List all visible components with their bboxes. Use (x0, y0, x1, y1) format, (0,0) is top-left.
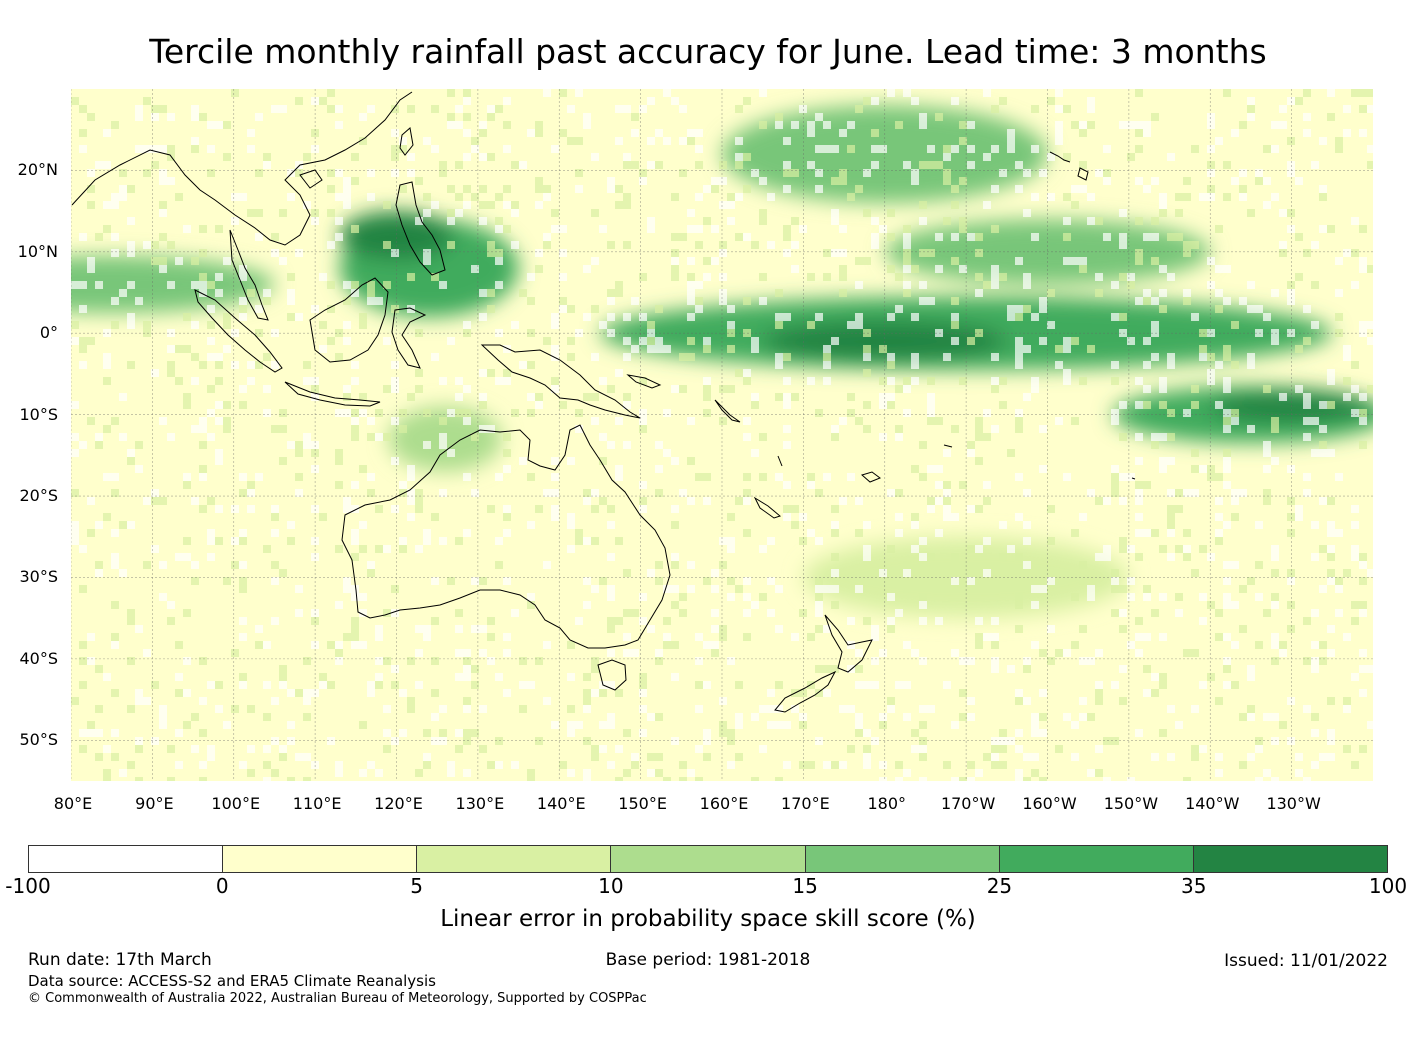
colorbar (28, 845, 1388, 873)
colorbar-tick-label: 10 (598, 874, 624, 898)
colorbar-segment (223, 846, 418, 872)
lon-label: 130°E (455, 794, 505, 813)
colorbar-segment (999, 846, 1194, 872)
hawaii-chain (1049, 151, 1071, 163)
indochina-coastline (71, 91, 413, 246)
lon-label: 140°E (536, 794, 586, 813)
colorbar-tick-label: 35 (1180, 874, 1207, 898)
borneo-coastline (309, 277, 389, 363)
lon-label: 140°W (1185, 794, 1240, 813)
lat-label: 10°N (17, 241, 58, 261)
hainan-coastline (299, 169, 323, 189)
australia-coastline (341, 424, 671, 649)
nz-south-island-coastline (774, 670, 837, 713)
hawaii-coastline (1077, 167, 1089, 181)
lat-label: 20°S (19, 486, 58, 506)
colorbar-segment (29, 846, 224, 872)
data-source: Data source: ACCESS-S2 and ERA5 Climate … (28, 972, 436, 990)
copyright: © Commonwealth of Australia 2022, Austra… (28, 991, 647, 1006)
small-island-3 (1131, 477, 1136, 480)
new-guinea-coastline (480, 344, 641, 419)
lon-label: 180° (867, 794, 907, 813)
lat-label: 50°S (19, 730, 58, 750)
colorbar-tick-label: 100 (1368, 874, 1408, 898)
colorbar-segment (417, 846, 612, 872)
skill-region-south-china-sea (339, 211, 454, 260)
lat-label: 10°S (19, 404, 58, 424)
sulawesi-coastline (391, 307, 427, 369)
lat-label: 20°N (17, 160, 58, 180)
lon-label: 100°E (211, 794, 261, 813)
lon-label: 160°W (1022, 794, 1077, 813)
colorbar-segment (611, 846, 806, 872)
fiji-coastline (860, 471, 882, 483)
colorbar-tick-label: 0 (215, 874, 229, 898)
colorbar-segment (805, 846, 1000, 872)
skill-map (71, 89, 1373, 781)
sumatra-coastline (194, 289, 283, 373)
lon-label: 110°E (292, 794, 342, 813)
base-period: Base period: 1981-2018 (605, 950, 811, 970)
tasmania-coastline (597, 659, 627, 691)
lon-label: 130°W (1266, 794, 1321, 813)
run-date: Run date: 17th March (28, 950, 212, 970)
lon-label: 80°E (53, 794, 93, 813)
colorbar-tick-label: 15 (792, 874, 818, 898)
lat-label: 40°S (19, 648, 58, 668)
malay-peninsula-coastline (229, 229, 269, 321)
lat-label: 30°S (19, 567, 58, 587)
lon-label: 170°W (940, 794, 996, 813)
small-island-2 (777, 455, 783, 467)
lon-label: 120°E (374, 794, 423, 813)
new-caledonia-coastline (753, 496, 782, 519)
chart-title: Tercile monthly rainfall past accuracy f… (149, 32, 1267, 71)
philippines-coastline (395, 181, 446, 276)
coastlines (71, 91, 1136, 713)
nz-north-island-coastline (824, 614, 873, 673)
colorbar-tick-label: 25 (986, 874, 1013, 898)
vanuatu-coastline (714, 399, 741, 423)
colorbar-tick-label: 5 (410, 874, 423, 898)
lon-label: 150°E (618, 794, 667, 813)
lon-label: 160°E (699, 794, 749, 813)
colorbar-tick-label: -100 (5, 874, 51, 898)
lat-label: 0° (39, 323, 58, 343)
issued-date: Issued: 11/01/2022 (1224, 951, 1388, 971)
small-island-1 (943, 444, 953, 448)
lon-label: 90°E (135, 794, 174, 813)
lon-label: 150°W (1103, 794, 1159, 813)
colorbar-segment (1193, 846, 1387, 872)
solomon-islands-coastline (626, 374, 662, 389)
taiwan-coastline (399, 127, 414, 156)
lon-label: 170°E (781, 794, 830, 813)
colorbar-label: Linear error in probability space skill … (440, 906, 976, 932)
java-coastline (284, 381, 381, 407)
